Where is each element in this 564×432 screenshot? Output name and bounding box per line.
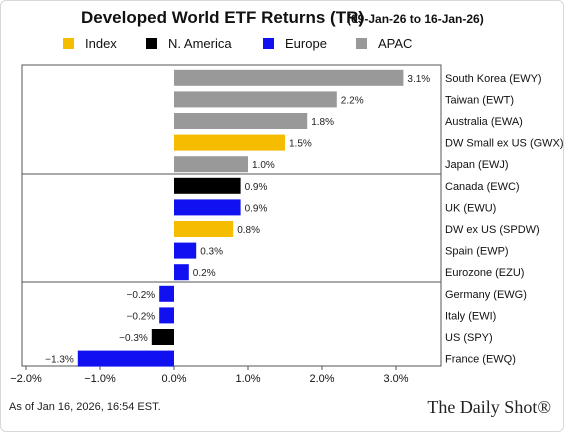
bar bbox=[174, 177, 241, 194]
brand-logo: The Daily Shot® bbox=[427, 397, 551, 417]
legend-label: N. America bbox=[168, 36, 232, 51]
category-label: UK (EWU) bbox=[445, 202, 496, 214]
bar bbox=[159, 285, 174, 302]
category-label: Japan (EWJ) bbox=[445, 159, 509, 171]
bar-value-label: 1.5% bbox=[289, 139, 312, 150]
chart-title: Developed World ETF Returns (TR) bbox=[81, 8, 364, 27]
as-of-note: As of Jan 16, 2026, 16:54 EST. bbox=[9, 401, 161, 413]
bar-value-label: 0.3% bbox=[200, 247, 223, 258]
bar bbox=[174, 69, 404, 86]
bar bbox=[151, 329, 174, 345]
legend-label: Europe bbox=[285, 36, 327, 51]
bar-value-label: 1.8% bbox=[311, 117, 334, 128]
category-label: Germany (EWG) bbox=[445, 289, 527, 301]
category-label: South Korea (EWY) bbox=[445, 73, 542, 85]
bar-value-label: 0.2% bbox=[193, 268, 216, 279]
legend-label: Index bbox=[85, 36, 117, 51]
group-separators bbox=[22, 173, 441, 283]
bar-value-label: 1.0% bbox=[252, 160, 275, 171]
x-axis: −2.0% −1.0% 0.0% 1.0% 2.0% 3.0% bbox=[10, 366, 409, 385]
x-tick-label: −2.0% bbox=[10, 373, 42, 385]
bar-value-label: 2.2% bbox=[341, 95, 364, 106]
legend: Index N. America Europe APAC bbox=[63, 36, 412, 51]
bar bbox=[159, 307, 174, 324]
bar bbox=[174, 113, 308, 129]
x-tick-label: −1.0% bbox=[84, 373, 116, 385]
category-label: DW ex US (SPDW) bbox=[445, 224, 540, 236]
bar bbox=[174, 199, 241, 216]
legend-swatch-index bbox=[63, 38, 74, 49]
bars: 3.1% South Korea (EWY) 2.2% Taiwan (EWT) 1.8… bbox=[45, 69, 564, 367]
bar bbox=[174, 91, 337, 108]
category-label: Italy (EWI) bbox=[445, 310, 496, 322]
bar bbox=[174, 156, 248, 173]
bar bbox=[77, 350, 174, 367]
legend-swatch-n-america bbox=[146, 38, 157, 49]
legend-swatch-apac bbox=[356, 38, 367, 49]
category-label: Spain (EWP) bbox=[445, 246, 509, 258]
category-label: US (SPY) bbox=[445, 332, 493, 344]
bar-value-label: 3.1% bbox=[407, 74, 430, 85]
category-label: France (EWQ) bbox=[445, 354, 516, 366]
category-label: Eurozone (EZU) bbox=[445, 267, 524, 279]
plot-area-border bbox=[21, 64, 442, 367]
category-label: Canada (EWC) bbox=[445, 181, 520, 193]
bar-value-label: −0.3% bbox=[119, 333, 148, 344]
legend-swatch-europe bbox=[263, 38, 274, 49]
bar bbox=[174, 221, 234, 237]
bar-value-label: −1.3% bbox=[45, 355, 74, 366]
chart-subtitle: (09-Jan-26 to 16-Jan-26) bbox=[347, 12, 484, 26]
bar-value-label: −0.2% bbox=[127, 290, 156, 301]
x-tick-label: 1.0% bbox=[235, 373, 260, 385]
bar-value-label: 0.8% bbox=[237, 225, 260, 236]
bar-value-label: −0.2% bbox=[127, 311, 156, 322]
x-tick-label: 0.0% bbox=[161, 373, 186, 385]
category-label: Taiwan (EWT) bbox=[445, 94, 514, 106]
x-tick-label: 3.0% bbox=[383, 373, 408, 385]
bar-chart: Developed World ETF Returns (TR) (09-Jan… bbox=[10, 8, 564, 385]
bar bbox=[174, 134, 285, 151]
bar bbox=[174, 242, 197, 259]
bar-value-label: 0.9% bbox=[245, 182, 268, 193]
bar-value-label: 0.9% bbox=[245, 203, 268, 214]
x-tick-label: 2.0% bbox=[309, 373, 334, 385]
bar bbox=[174, 264, 189, 281]
category-label: Australia (EWA) bbox=[445, 116, 523, 128]
legend-label: APAC bbox=[378, 36, 412, 51]
category-label: DW Small ex US (GWX) bbox=[445, 138, 564, 150]
